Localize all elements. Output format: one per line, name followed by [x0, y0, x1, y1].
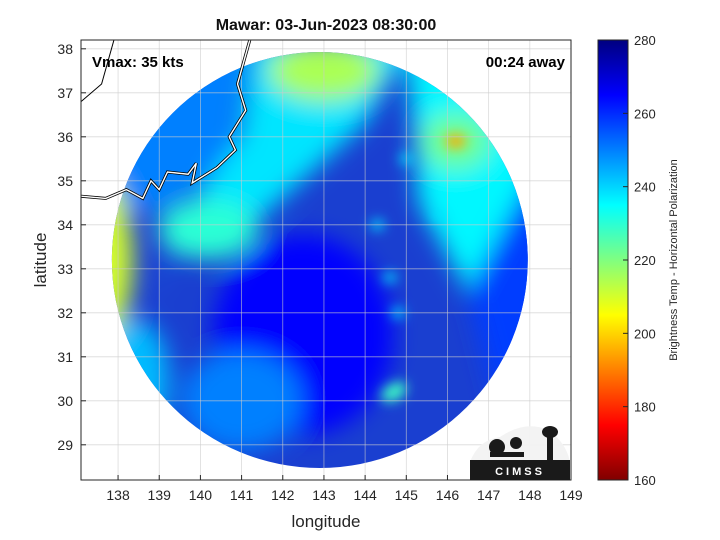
x-tick-label: 143: [312, 487, 336, 503]
southern-cell: [381, 382, 407, 402]
x-tick-label: 146: [436, 487, 460, 503]
x-axis-ticks: 138 139 140 141 142 143 144 145 146 147 148 149: [106, 475, 583, 503]
time-away-annotation: 00:24 away: [486, 54, 566, 71]
colorbar-tick-label: 160: [634, 473, 656, 488]
chart-title: Mawar: 03-Jun-2023 08:30:00: [216, 17, 437, 34]
y-tick-label: 29: [57, 437, 73, 453]
y-tick-label: 34: [57, 217, 73, 233]
x-tick-label: 139: [148, 487, 172, 503]
colorbar-label: Brightness Temp - Horizontal Polarizatio…: [668, 159, 680, 361]
y-tick-label: 30: [57, 393, 73, 409]
x-tick-label: 148: [518, 487, 542, 503]
coastline: [81, 40, 252, 201]
coastline-northwest: [81, 40, 115, 102]
y-tick-label: 33: [57, 261, 73, 277]
x-tick-label: 149: [559, 487, 583, 503]
y-axis-label: latitude: [31, 233, 50, 288]
colorbar-tick-label: 200: [634, 326, 656, 341]
colorbar: 160 180 200 220 240 260 280 Brightness Temp - …: [597, 33, 680, 488]
x-tick-label: 140: [189, 487, 213, 503]
colorbar-ticks: 160 180 200 220 240 260 280: [623, 33, 656, 488]
y-tick-label: 35: [57, 173, 73, 189]
plot-frame: [80, 39, 572, 481]
western-band: [158, 199, 259, 260]
colorbar-tick-label: 220: [634, 253, 656, 268]
x-tick-label: 147: [477, 487, 501, 503]
x-tick-label: 142: [271, 487, 295, 503]
cloud-cell-4: [432, 211, 447, 221]
colorbar-tick-label: 280: [634, 33, 656, 48]
y-tick-label: 32: [57, 305, 73, 321]
cloud-cell-1: [382, 272, 397, 283]
colorbar-tick-label: 180: [634, 400, 656, 415]
vmax-annotation: Vmax: 35 kts: [92, 54, 184, 71]
x-tick-label: 145: [395, 487, 419, 503]
cimss-logo: CIMSS: [470, 426, 570, 480]
colorbar-tick-label: 260: [634, 106, 656, 121]
grid-lines: [81, 40, 571, 480]
x-tick-label: 138: [106, 487, 130, 503]
y-axis-ticks: 29 30 31 32 33 34 35 36 37 38: [57, 41, 86, 453]
microwave-swath: [111, 52, 528, 468]
y-tick-label: 38: [57, 41, 73, 57]
x-axis-label: longitude: [291, 512, 360, 531]
x-tick-label: 141: [230, 487, 254, 503]
y-tick-label: 37: [57, 85, 73, 101]
y-tick-label: 36: [57, 129, 73, 145]
convection-hotspot: [445, 134, 466, 149]
colorbar-tick-label: 240: [634, 180, 656, 195]
east-edge: [468, 163, 528, 467]
plot-area: [80, 39, 572, 481]
logo-text: CIMSS: [495, 466, 545, 478]
x-tick-label: 144: [353, 487, 377, 503]
coastline-path: [81, 40, 251, 200]
y-tick-label: 31: [57, 349, 73, 365]
